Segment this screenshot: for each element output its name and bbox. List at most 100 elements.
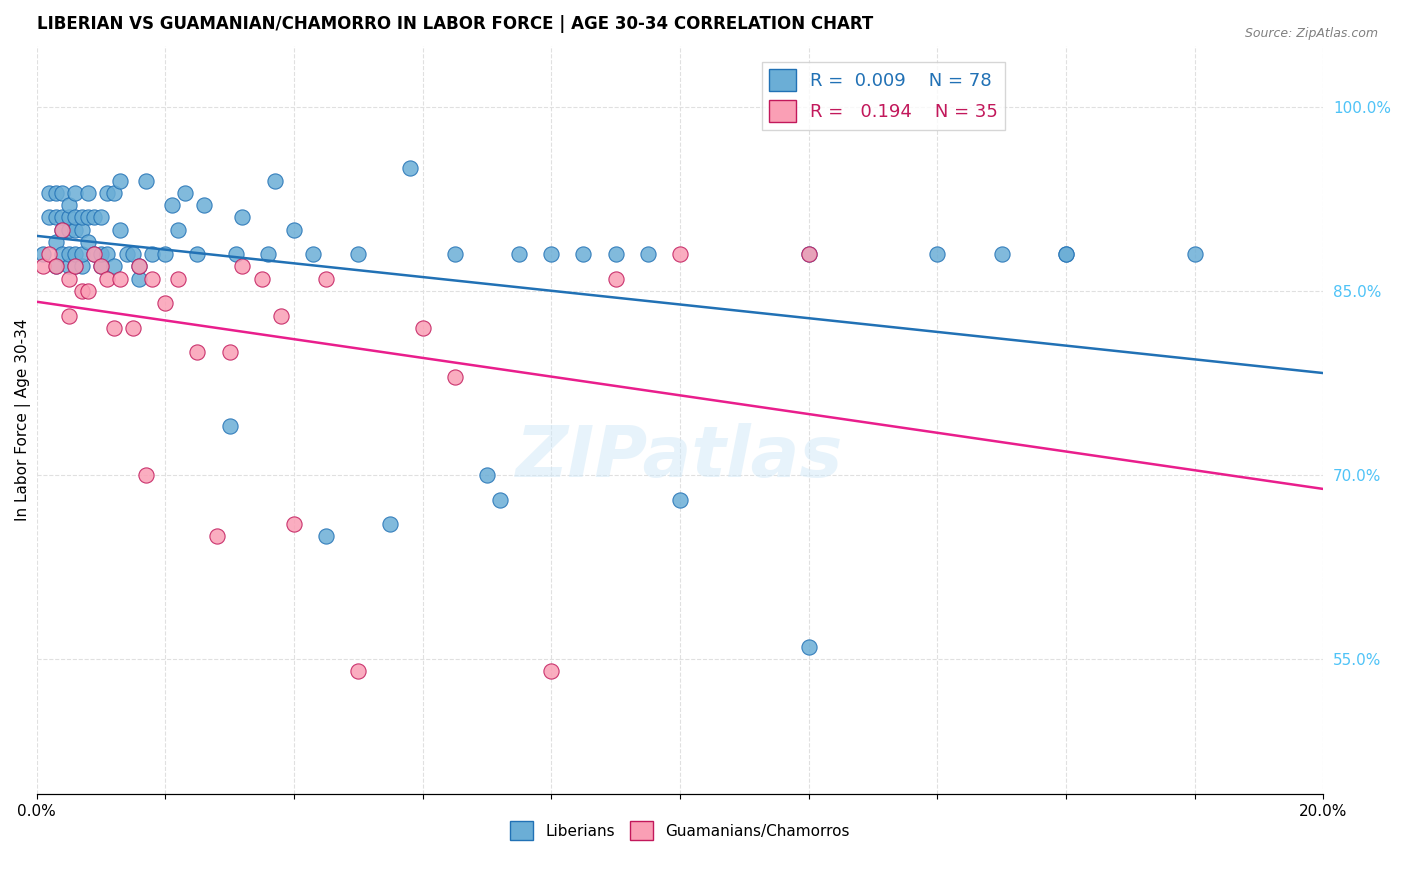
Legend: Liberians, Guamanians/Chamorros: Liberians, Guamanians/Chamorros [503,815,856,847]
Point [108,173,131,187]
Point [1184,247,1206,261]
Point [58,198,80,212]
Point [605,247,627,261]
Point [51,222,73,236]
Point [51,186,73,200]
Point [77,186,100,200]
Point [83,247,105,261]
Point [51,222,73,236]
Point [488,492,510,507]
Point [205,529,228,543]
Point [70,247,93,261]
Point [250,272,273,286]
Point [58,272,80,286]
Point [218,345,240,359]
Point [96,272,118,286]
Point [508,247,530,261]
Point [45,260,67,274]
Point [32,260,55,274]
Point [63,186,86,200]
Point [63,211,86,225]
Point [572,247,595,261]
Point [103,260,125,274]
Point [347,665,370,679]
Point [225,247,247,261]
Point [302,247,325,261]
Point [990,247,1012,261]
Point [135,173,157,187]
Point [443,247,465,261]
Point [63,247,86,261]
Point [63,260,86,274]
Point [1054,247,1077,261]
Point [193,198,215,212]
Point [141,247,163,261]
Point [443,370,465,384]
Point [315,529,337,543]
Point [83,247,105,261]
Point [540,247,562,261]
Point [108,272,131,286]
Point [927,247,949,261]
Point [70,284,93,298]
Point [160,198,183,212]
Point [412,321,434,335]
Point [77,284,100,298]
Point [90,260,112,274]
Point [108,222,131,236]
Point [797,640,820,654]
Point [77,235,100,249]
Point [380,517,402,532]
Point [637,247,659,261]
Point [58,260,80,274]
Point [231,211,253,225]
Text: Source: ZipAtlas.com: Source: ZipAtlas.com [1244,27,1378,40]
Point [283,517,305,532]
Point [398,161,420,176]
Point [103,186,125,200]
Point [122,247,145,261]
Point [155,296,177,310]
Point [669,492,692,507]
Point [186,247,208,261]
Point [141,272,163,286]
Point [167,272,190,286]
Point [96,186,118,200]
Point [58,211,80,225]
Point [51,247,73,261]
Point [128,260,150,274]
Point [58,309,80,323]
Point [257,247,280,261]
Point [45,260,67,274]
Text: LIBERIAN VS GUAMANIAN/CHAMORRO IN LABOR FORCE | AGE 30-34 CORRELATION CHART: LIBERIAN VS GUAMANIAN/CHAMORRO IN LABOR … [37,15,873,33]
Point [45,186,67,200]
Point [83,211,105,225]
Point [315,272,337,286]
Point [186,345,208,359]
Point [218,419,240,434]
Point [45,235,67,249]
Point [96,247,118,261]
Point [122,321,145,335]
Point [173,186,195,200]
Point [115,247,138,261]
Point [669,247,692,261]
Point [90,247,112,261]
Point [90,260,112,274]
Point [70,211,93,225]
Point [58,247,80,261]
Point [1054,247,1077,261]
Point [135,468,157,483]
Point [90,211,112,225]
Point [605,272,627,286]
Text: ZIPatlas: ZIPatlas [516,423,844,491]
Point [797,247,820,261]
Point [128,272,150,286]
Point [58,222,80,236]
Point [283,222,305,236]
Point [128,260,150,274]
Point [63,222,86,236]
Point [45,211,67,225]
Point [797,247,820,261]
Point [540,665,562,679]
